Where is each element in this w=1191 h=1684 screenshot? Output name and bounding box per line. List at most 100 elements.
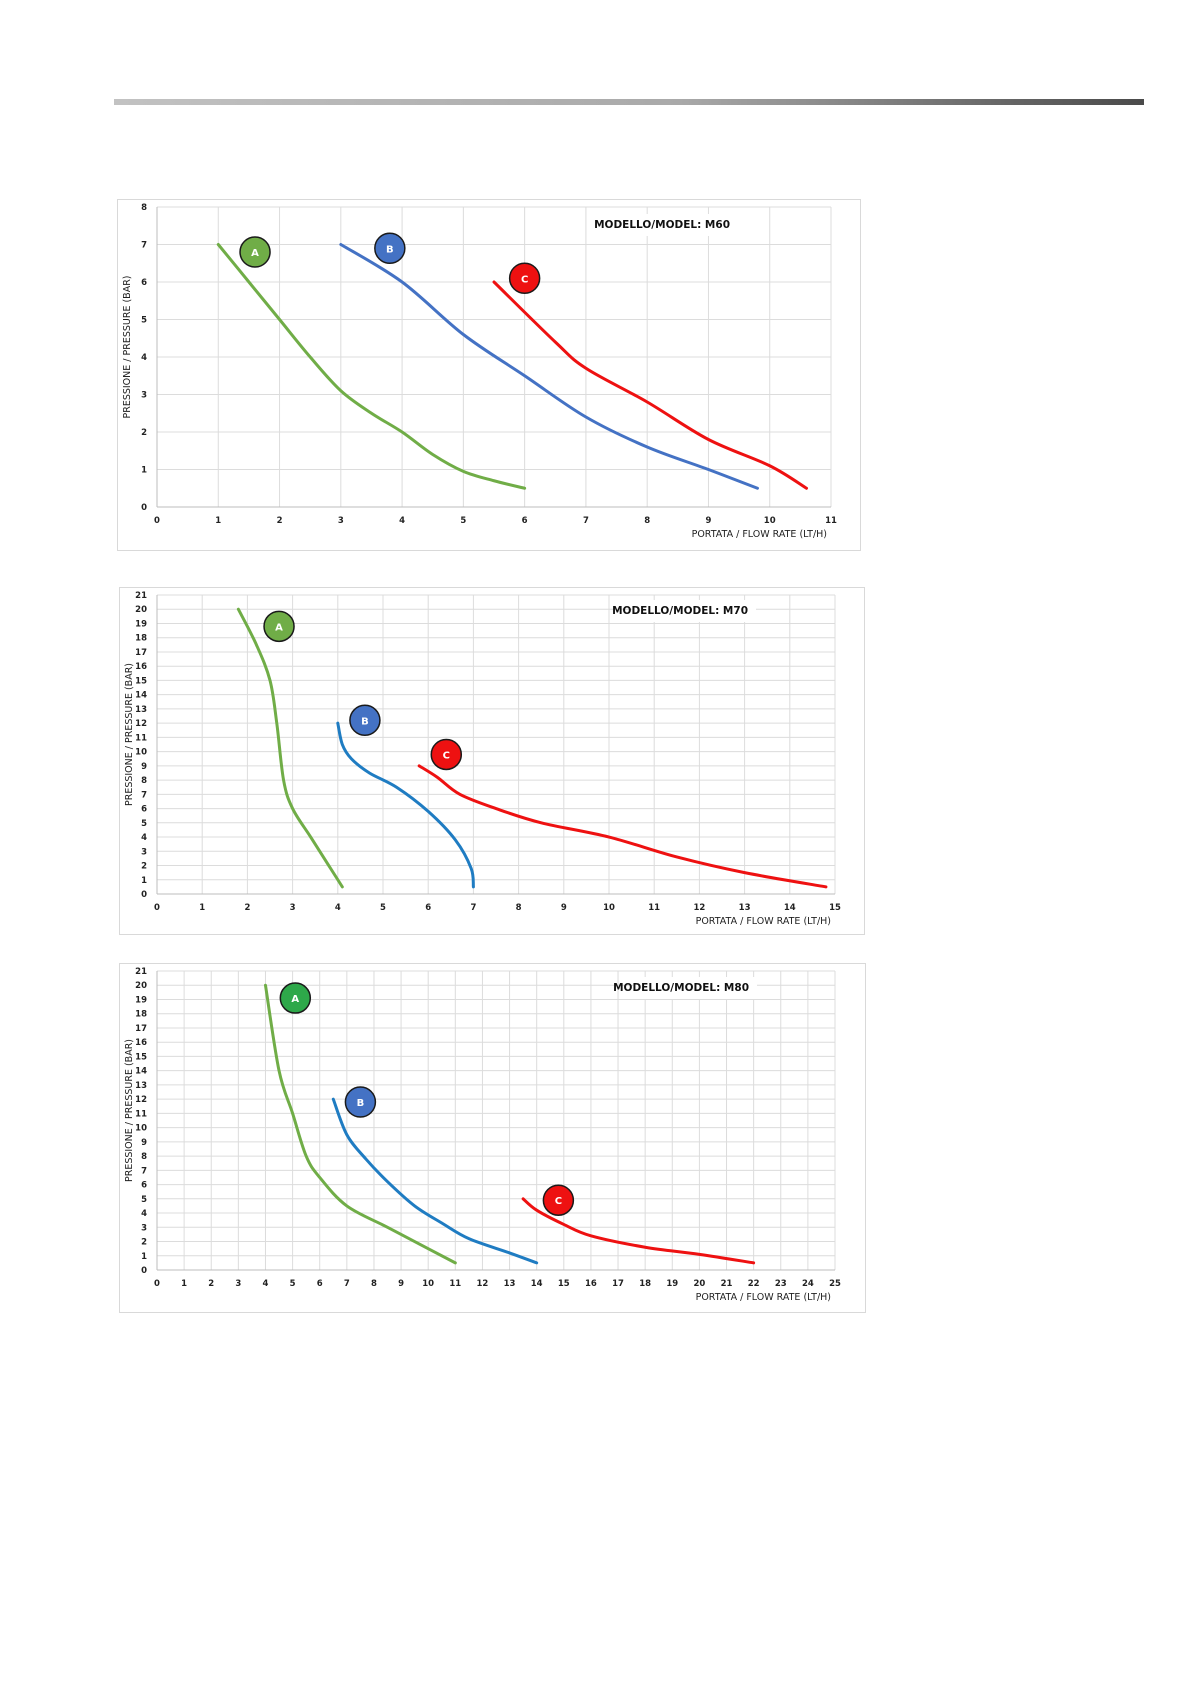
badge-circle [542, 1184, 575, 1216]
badge-circle [430, 738, 463, 771]
y-tick-label: 4 [141, 353, 147, 363]
y-tick-label: 14 [135, 1067, 147, 1077]
series-badge-b: B [349, 704, 381, 737]
y-tick-label: 12 [135, 1095, 147, 1105]
badge-label: B [361, 716, 369, 727]
x-tick-label: 10 [603, 903, 615, 913]
x-tick-label: 2 [277, 516, 283, 526]
x-tick-label: 1 [181, 1279, 187, 1289]
badge-label: B [357, 1098, 365, 1109]
x-tick-label: 15 [829, 903, 841, 913]
x-tick-label: 9 [705, 516, 711, 526]
x-tick-label: 6 [425, 903, 431, 913]
y-tick-label: 15 [135, 1052, 147, 1062]
series-curve-b [339, 243, 759, 490]
x-tick-label: 5 [290, 1279, 296, 1289]
series-badge-a: A [279, 982, 312, 1014]
x-tick-label: 11 [648, 903, 660, 913]
series-curve-a [263, 983, 457, 1265]
badge-label: C [521, 274, 528, 285]
y-tick-label: 8 [141, 776, 147, 786]
model-label: MODELLO/MODEL: M60 [594, 219, 730, 231]
badge-label: A [291, 994, 299, 1005]
x-tick-label: 10 [764, 516, 776, 526]
x-tick-label: 24 [802, 1279, 814, 1289]
y-tick-label: 18 [135, 1010, 147, 1020]
badge-label: B [386, 244, 394, 255]
series-curve-c [521, 1197, 756, 1265]
y-tick-label: 13 [135, 1081, 147, 1091]
y-tick-label: 0 [141, 890, 147, 900]
badge-label: C [555, 1196, 562, 1207]
x-tick-label: 12 [477, 1279, 489, 1289]
series-badge-a: A [263, 610, 295, 643]
x-tick-label: 8 [516, 903, 522, 913]
y-tick-label: 9 [141, 762, 147, 772]
y-tick-label: 2 [141, 428, 147, 438]
x-tick-label: 21 [721, 1279, 733, 1289]
x-tick-label: 22 [748, 1279, 760, 1289]
y-tick-label: 7 [141, 1166, 147, 1176]
x-tick-label: 11 [825, 516, 837, 526]
y-tick-label: 1 [141, 1252, 147, 1262]
y-tick-label: 11 [135, 733, 147, 743]
x-tick-label: 8 [371, 1279, 377, 1289]
y-tick-label: 20 [135, 605, 147, 615]
x-tick-label: 12 [693, 903, 705, 913]
x-tick-label: 9 [561, 903, 567, 913]
chart-m80: 0 1 2 3 4 5 6 7 8 9 10 11 12 13 14 15 16 17 18 19 20 21 22 23 24… [119, 963, 866, 1313]
series-badge-c: C [508, 262, 541, 294]
y-tick-label: 20 [135, 981, 147, 991]
x-tick-label: 13 [739, 903, 751, 913]
series-curve-c [417, 764, 828, 889]
header-rule [114, 99, 1144, 105]
y-axis-title: PRESSIONE / PRESSURE (BAR) [122, 275, 133, 418]
x-tick-label: 19 [666, 1279, 678, 1289]
x-tick-label: 2 [208, 1279, 214, 1289]
x-tick-label: 1 [199, 903, 205, 913]
y-tick-label: 5 [141, 1195, 147, 1205]
y-tick-label: 5 [141, 819, 147, 829]
y-tick-label: 11 [135, 1109, 147, 1119]
chart-svg: 0 1 2 3 4 5 6 7 8 9 10 11 12 13 14 15012345678910111213… [124, 591, 841, 927]
y-tick-label: 3 [141, 847, 147, 857]
series-curve-b [336, 721, 475, 889]
y-tick-label: 17 [135, 1024, 147, 1034]
y-tick-label: 5 [141, 316, 147, 326]
x-tick-label: 9 [398, 1279, 404, 1289]
chart-svg: 0 1 2 3 4 5 6 7 8 9 10 11 12 13 14 15 16 17 18 19 20 21 22 23 24… [124, 967, 841, 1303]
y-tick-label: 1 [141, 466, 147, 476]
x-axis-title: PORTATA / FLOW RATE (LT/H) [696, 916, 831, 927]
y-tick-label: 10 [135, 748, 147, 758]
badge-circle [508, 262, 541, 294]
x-tick-label: 3 [338, 516, 344, 526]
y-tick-label: 6 [141, 805, 147, 815]
badge-label: C [443, 750, 450, 761]
y-tick-label: 18 [135, 634, 147, 644]
x-tick-label: 14 [784, 903, 796, 913]
series-curve-b [331, 1097, 539, 1265]
x-tick-label: 25 [829, 1279, 841, 1289]
y-tick-label: 16 [135, 662, 147, 672]
x-tick-label: 8 [644, 516, 650, 526]
x-tick-label: 3 [235, 1279, 241, 1289]
x-tick-label: 13 [504, 1279, 516, 1289]
x-tick-label: 16 [585, 1279, 597, 1289]
model-label-bg [614, 214, 738, 236]
y-tick-label: 8 [141, 203, 147, 213]
y-tick-label: 0 [141, 503, 147, 513]
y-axis-title: PRESSIONE / PRESSURE (BAR) [124, 663, 135, 806]
series-badge-c: C [430, 738, 463, 771]
y-tick-label: 14 [135, 691, 147, 701]
badge-circle [239, 236, 271, 268]
x-tick-label: 4 [399, 516, 405, 526]
y-tick-label: 19 [135, 995, 147, 1005]
y-tick-label: 0 [141, 1266, 147, 1276]
model-label-bg [633, 977, 757, 999]
chart-m60: 0 1 2 3 4 5 6 7 8 9 10 11 0 1 2 3 4 5 6 7 8 PORTATA / FLOW RA… [117, 199, 861, 551]
x-tick-label: 6 [317, 1279, 323, 1289]
badge-circle [349, 704, 381, 737]
x-tick-label: 5 [380, 903, 386, 913]
x-tick-label: 23 [775, 1279, 787, 1289]
x-tick-label: 7 [470, 903, 476, 913]
